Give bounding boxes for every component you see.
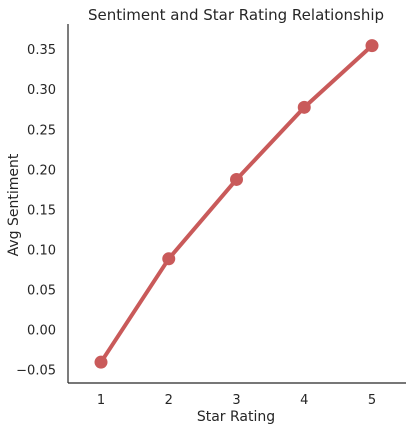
x-tick-label: 1 (97, 393, 105, 408)
data-point (230, 172, 243, 186)
y-tick-label: 0.35 (27, 43, 56, 58)
data-point (297, 100, 311, 114)
x-tick-label: 4 (300, 393, 308, 408)
y-tick-label: 0.25 (27, 123, 56, 138)
y-axis-ticks: −0.05 0.00 0.05 0.10 0.15 0.20 0.25 0.30 0.35 (16, 43, 56, 379)
y-tick-label: 0.20 (27, 163, 56, 178)
x-tick-label: 3 (232, 393, 240, 408)
y-axis-label: Avg Sentiment (6, 153, 22, 256)
y-tick-label: 0.15 (27, 203, 56, 218)
x-axis-label: Star Rating (197, 409, 275, 425)
x-tick-label: 2 (165, 393, 173, 408)
chart-title: Sentiment and Star Rating Relationship (88, 6, 384, 24)
x-tick-label: 5 (368, 393, 376, 408)
data-point (162, 252, 176, 266)
y-tick-label: 0.30 (27, 83, 56, 98)
y-tick-label: 0.10 (27, 243, 56, 258)
data-point (94, 355, 108, 369)
y-tick-label: 0.00 (27, 324, 56, 339)
series-line (99, 43, 374, 365)
series-group (94, 39, 379, 369)
y-tick-label: 0.05 (27, 284, 56, 299)
data-point (365, 39, 379, 53)
y-tick-label: −0.05 (16, 364, 56, 379)
x-axis-ticks: 1 2 3 4 5 (97, 393, 376, 408)
